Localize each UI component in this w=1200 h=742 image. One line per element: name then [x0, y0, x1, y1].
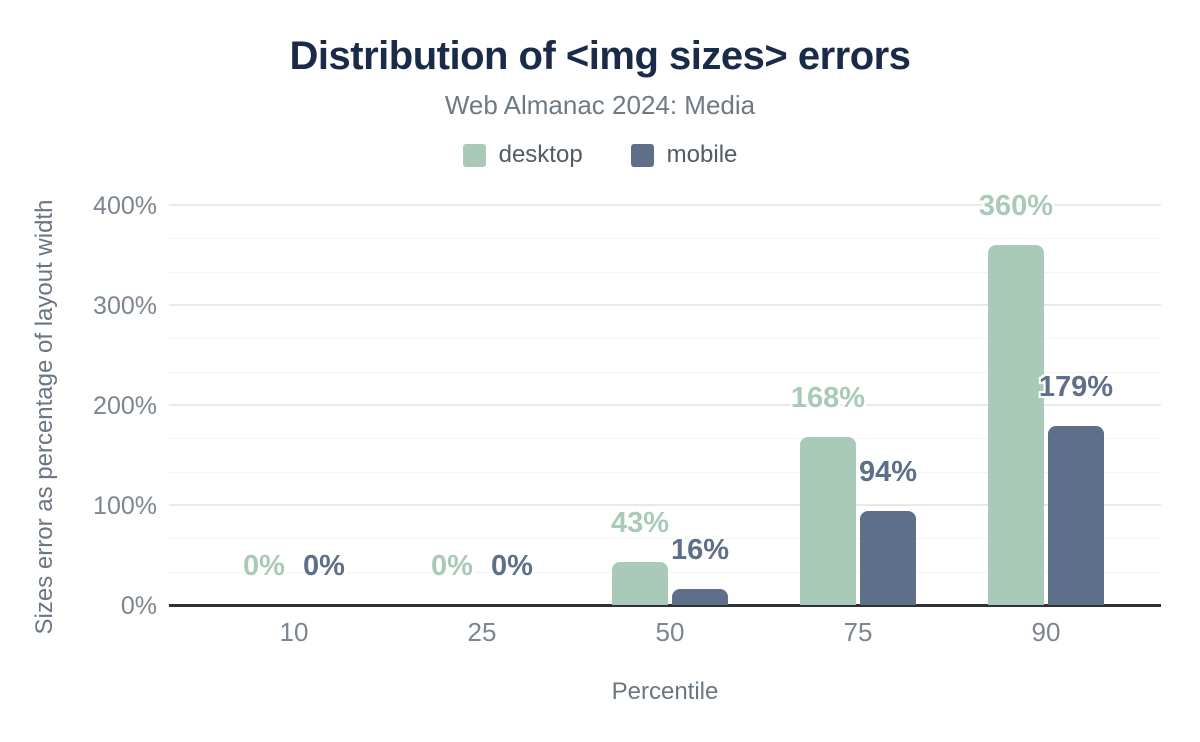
y-tick-label: 300%: [93, 292, 157, 320]
bar-value-label-mobile: 0%: [491, 550, 533, 582]
gridline-minor: [169, 238, 1161, 240]
x-tick-label: 25: [467, 617, 497, 647]
bar-value-label-desktop: 0%: [243, 550, 285, 582]
bar-value-label-mobile: 179%: [1038, 371, 1114, 403]
y-tick-label: 200%: [93, 392, 157, 420]
bar-value-label-desktop: 43%: [610, 507, 670, 539]
bar-mobile: [1048, 426, 1104, 605]
gridline-minor: [169, 471, 1161, 473]
bar-value-label-desktop: 360%: [978, 190, 1054, 222]
bar-mobile: [860, 511, 916, 605]
gridline-major: [169, 304, 1161, 306]
gridline-minor: [169, 438, 1161, 440]
gridline-minor: [169, 338, 1161, 340]
desktop-swatch-icon: [462, 143, 486, 167]
legend: desktop mobile: [0, 141, 1200, 169]
x-axis-line: [169, 604, 1161, 607]
gridline-major: [169, 204, 1161, 206]
y-tick-label: 0%: [120, 592, 157, 620]
bar-value-label-desktop: 168%: [790, 382, 866, 414]
gridline-major: [169, 504, 1161, 506]
bar-value-label-desktop: 0%: [431, 550, 473, 582]
bar-desktop: [800, 437, 856, 605]
gridline-minor: [169, 371, 1161, 373]
bar-value-label-mobile: 0%: [303, 550, 345, 582]
y-tick-label: 100%: [93, 492, 157, 520]
bar-mobile: [672, 589, 728, 605]
x-tick-label: 75: [843, 617, 873, 647]
mobile-swatch-icon: [630, 143, 654, 167]
bar-value-label-mobile: 16%: [670, 534, 730, 566]
x-tick-label: 10: [279, 617, 309, 647]
gridline-minor: [169, 271, 1161, 273]
x-tick-label: 90: [1031, 617, 1061, 647]
bar-desktop: [988, 245, 1044, 605]
chart-title: Distribution of <img sizes> errors: [289, 34, 911, 78]
legend-item-mobile: mobile: [630, 141, 738, 169]
gridline-major: [169, 404, 1161, 406]
legend-label-desktop: desktop: [498, 141, 583, 168]
chart-subtitle: Web Almanac 2024: Media: [444, 90, 756, 120]
legend-label-mobile: mobile: [666, 141, 738, 168]
x-axis-title: Percentile: [611, 678, 719, 705]
bar-desktop: [612, 562, 668, 605]
x-tick-label: 50: [655, 617, 685, 647]
bar-value-label-mobile: 94%: [858, 456, 918, 488]
legend-item-desktop: desktop: [462, 141, 583, 169]
gridline-minor: [169, 538, 1161, 540]
y-tick-label: 400%: [93, 192, 157, 220]
